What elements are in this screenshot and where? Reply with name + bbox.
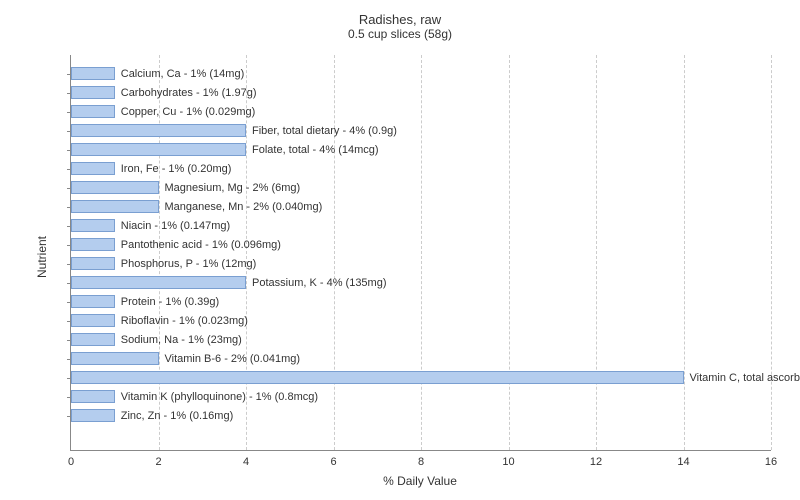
x-tick-label: 16 (765, 456, 777, 468)
grid-line (334, 55, 335, 450)
nutrient-bar (71, 238, 115, 251)
nutrient-label: Protein - 1% (0.39g) (121, 296, 219, 308)
nutrient-bar (71, 181, 159, 194)
nutrient-label: Phosphorus, P - 1% (12mg) (121, 258, 257, 270)
x-tick-label: 8 (418, 456, 424, 468)
grid-line (596, 55, 597, 450)
nutrient-label: Vitamin K (phylloquinone) - 1% (0.8mcg) (121, 391, 318, 403)
chart-title: Radishes, raw (0, 0, 800, 27)
nutrient-bar (71, 200, 159, 213)
plot-area: 0246810121416Calcium, Ca - 1% (14mg)Carb… (70, 55, 771, 451)
nutrient-label: Calcium, Ca - 1% (14mg) (121, 68, 244, 80)
nutrient-bar (71, 124, 246, 137)
nutrient-bar (71, 371, 684, 384)
nutrient-bar (71, 86, 115, 99)
x-tick-label: 10 (502, 456, 514, 468)
nutrient-label: Carbohydrates - 1% (1.97g) (121, 87, 257, 99)
plot-area-wrapper: 0246810121416Calcium, Ca - 1% (14mg)Carb… (70, 55, 770, 450)
nutrient-bar (71, 390, 115, 403)
x-tick-label: 14 (677, 456, 689, 468)
nutrient-bar (71, 143, 246, 156)
nutrient-bar (71, 352, 159, 365)
grid-line (421, 55, 422, 450)
nutrient-label: Niacin - 1% (0.147mg) (121, 220, 230, 232)
chart-subtitle: 0.5 cup slices (58g) (0, 27, 800, 41)
nutrient-label: Copper, Cu - 1% (0.029mg) (121, 106, 256, 118)
nutrient-bar (71, 67, 115, 80)
x-tick-label: 2 (155, 456, 161, 468)
grid-line (684, 55, 685, 450)
nutrient-bar (71, 219, 115, 232)
x-tick-label: 12 (590, 456, 602, 468)
nutrient-label: Vitamin B-6 - 2% (0.041mg) (165, 353, 301, 365)
nutrient-label: Fiber, total dietary - 4% (0.9g) (252, 125, 397, 137)
nutrient-label: Sodium, Na - 1% (23mg) (121, 334, 242, 346)
nutrient-label: Vitamin C, total ascorbic acid - 14% (8.… (690, 372, 800, 384)
nutrient-label: Magnesium, Mg - 2% (6mg) (165, 182, 301, 194)
nutrient-bar (71, 333, 115, 346)
nutrient-label: Riboflavin - 1% (0.023mg) (121, 315, 248, 327)
grid-line (509, 55, 510, 450)
x-tick-label: 6 (330, 456, 336, 468)
x-tick-label: 4 (243, 456, 249, 468)
nutrient-bar (71, 295, 115, 308)
x-axis-title: % Daily Value (383, 474, 457, 488)
nutrient-label: Folate, total - 4% (14mcg) (252, 144, 379, 156)
nutrient-label: Pantothenic acid - 1% (0.096mg) (121, 239, 281, 251)
nutrient-bar (71, 162, 115, 175)
y-axis-title: Nutrient (35, 235, 49, 277)
x-tick-label: 0 (68, 456, 74, 468)
nutrient-label: Manganese, Mn - 2% (0.040mg) (165, 201, 323, 213)
nutrient-bar (71, 314, 115, 327)
grid-line (246, 55, 247, 450)
nutrient-label: Iron, Fe - 1% (0.20mg) (121, 163, 232, 175)
grid-line (159, 55, 160, 450)
chart-container: Radishes, raw 0.5 cup slices (58g) 02468… (0, 0, 800, 500)
nutrient-bar (71, 105, 115, 118)
nutrient-label: Potassium, K - 4% (135mg) (252, 277, 387, 289)
nutrient-bar (71, 257, 115, 270)
nutrient-label: Zinc, Zn - 1% (0.16mg) (121, 410, 233, 422)
nutrient-bar (71, 409, 115, 422)
grid-line (771, 55, 772, 450)
nutrient-bar (71, 276, 246, 289)
